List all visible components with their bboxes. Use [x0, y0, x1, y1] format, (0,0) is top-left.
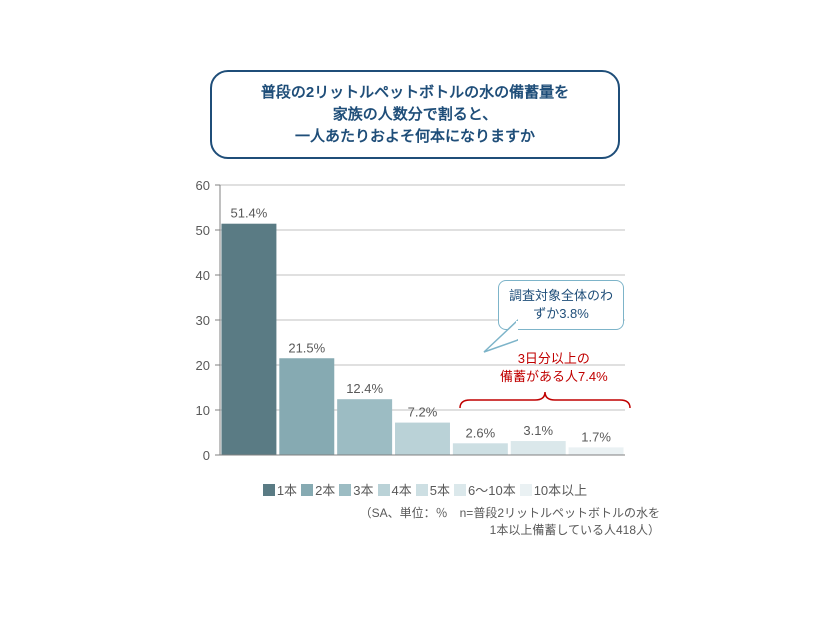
legend-label: 10本以上	[534, 483, 587, 498]
legend-item: 2本	[301, 480, 335, 499]
y-tick-label: 30	[196, 313, 210, 328]
title-line-2: 家族の人数分で割ると、	[333, 106, 497, 123]
legend-swatch	[454, 484, 466, 496]
legend-swatch	[378, 484, 390, 496]
y-tick-label: 50	[196, 223, 210, 238]
title-line-1: 普段の2リットルペットボトルの水の備蓄量を	[261, 84, 569, 101]
bar	[569, 447, 624, 455]
bracket-line1: 3日分以上の	[518, 351, 590, 366]
callout-tail-icon	[478, 318, 518, 354]
legend-label: 4本	[392, 483, 412, 498]
bar-value-label: 1.7%	[581, 429, 611, 444]
legend-item: 4本	[378, 480, 412, 499]
red-brace-icon	[455, 388, 635, 410]
legend-swatch	[520, 484, 532, 496]
legend-label: 1本	[277, 483, 297, 498]
legend-swatch	[339, 484, 351, 496]
footnote: （SA、単位：％ n=普段2リットルペットボトルの水を 1本以上備蓄している人4…	[240, 505, 660, 539]
legend-swatch	[416, 484, 428, 496]
legend: 1本 2本 3本 4本 5本 6～10本 10本以上	[195, 480, 655, 499]
legend-item: 6～10本	[454, 480, 516, 499]
legend-item: 1本	[263, 480, 297, 499]
legend-label: 6～10本	[468, 483, 516, 498]
bracket-annotation: 3日分以上の 備蓄がある人7.4%	[500, 350, 608, 385]
legend-label: 3本	[353, 483, 373, 498]
legend-swatch	[301, 484, 313, 496]
bar	[221, 224, 276, 455]
bar	[511, 441, 566, 455]
legend-label: 5本	[430, 483, 450, 498]
y-tick-label: 10	[196, 403, 210, 418]
bar	[279, 358, 334, 455]
bar-value-label: 51.4%	[230, 206, 267, 221]
title-line-3: 一人あたりおよそ何本になりますか	[295, 128, 535, 145]
bar-value-label: 12.4%	[346, 381, 383, 396]
callout-bubble-line2: ずか3.8%	[533, 306, 589, 321]
footnote-line1: （SA、単位：％ n=普段2リットルペットボトルの水を	[360, 506, 660, 520]
bracket-line2: 備蓄がある人7.4%	[500, 369, 608, 384]
legend-swatch	[263, 484, 275, 496]
chart-title-box: 普段の2リットルペットボトルの水の備蓄量を 家族の人数分で割ると、 一人あたりお…	[210, 70, 620, 159]
bar-value-label: 7.2%	[408, 405, 438, 420]
legend-label: 2本	[315, 483, 335, 498]
bar	[395, 423, 450, 455]
bar-value-label: 2.6%	[466, 425, 496, 440]
legend-item: 3本	[339, 480, 373, 499]
callout-bubble: 調査対象全体のわ ずか3.8%	[498, 280, 624, 330]
callout-bubble-line1: 調査対象全体のわ	[509, 288, 613, 303]
y-tick-label: 20	[196, 358, 210, 373]
y-tick-label: 40	[196, 268, 210, 283]
legend-item: 10本以上	[520, 480, 587, 499]
y-tick-label: 60	[196, 178, 210, 193]
footnote-line2: 1本以上備蓄している人418人）	[490, 523, 660, 537]
bar-value-label: 21.5%	[288, 340, 325, 355]
bar	[337, 399, 392, 455]
bar	[453, 443, 508, 455]
bar-value-label: 3.1%	[523, 423, 553, 438]
y-tick-label: 0	[203, 448, 210, 463]
legend-item: 5本	[416, 480, 450, 499]
